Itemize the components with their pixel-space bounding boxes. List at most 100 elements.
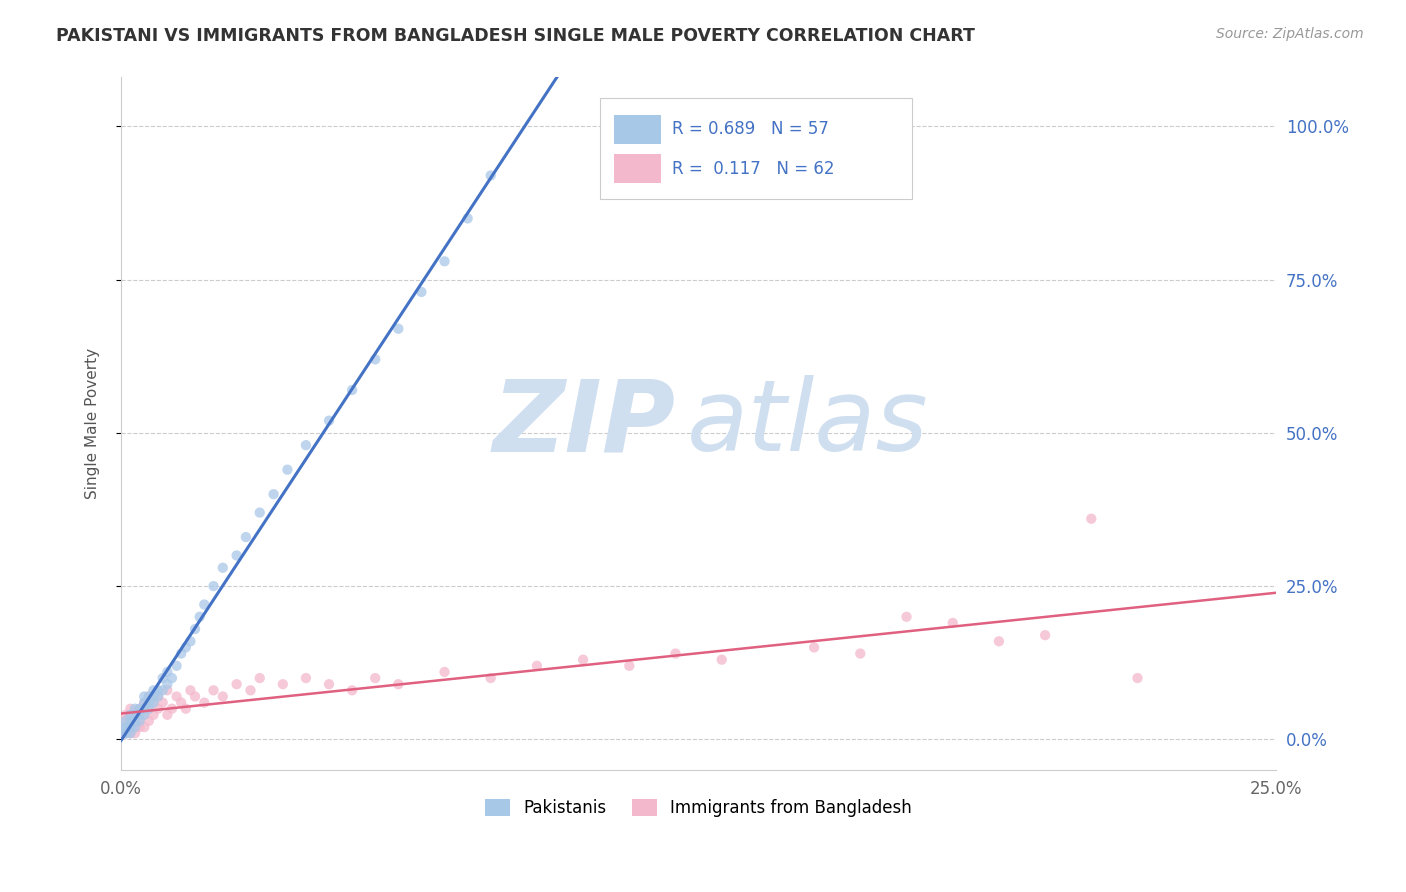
Point [128,714,150,728]
Point [120,720,142,734]
Point [124,702,146,716]
Point [120,726,142,740]
Point [188,609,211,624]
Point [124,720,146,734]
Point [120,720,142,734]
Point [134,720,156,734]
Text: R =  0.117   N = 62: R = 0.117 N = 62 [672,160,835,178]
Point [142,683,165,698]
Point [124,707,146,722]
Point [134,707,156,722]
Legend: Pakistanis, Immigrants from Bangladesh: Pakistanis, Immigrants from Bangladesh [478,792,918,824]
Point [364,671,387,685]
Point [387,677,409,691]
Point [124,720,146,734]
Point [138,690,160,704]
Point [120,702,142,716]
Point [114,720,136,734]
Point [249,671,271,685]
Point [1126,671,1149,685]
Point [134,696,156,710]
Point [120,707,142,722]
Point [411,285,433,299]
Point [114,720,136,734]
Point [295,671,318,685]
Point [146,702,169,716]
Text: atlas: atlas [688,376,929,472]
Point [142,707,165,722]
Point [239,683,262,698]
Text: Source: ZipAtlas.com: Source: ZipAtlas.com [1216,27,1364,41]
Point [572,653,595,667]
Point [318,677,340,691]
FancyBboxPatch shape [600,98,912,199]
Point [340,383,363,397]
Point [174,640,197,655]
Point [114,726,136,740]
Point [142,696,165,710]
Point [619,658,641,673]
Point [142,690,165,704]
Point [146,683,169,698]
Point [803,640,825,655]
Point [142,696,165,710]
Point [193,598,215,612]
Text: ZIP: ZIP [492,376,675,472]
FancyBboxPatch shape [614,115,661,144]
Point [433,254,456,268]
FancyBboxPatch shape [614,154,661,184]
Text: PAKISTANI VS IMMIGRANTS FROM BANGLADESH SINGLE MALE POVERTY CORRELATION CHART: PAKISTANI VS IMMIGRANTS FROM BANGLADESH … [56,27,976,45]
Point [193,696,215,710]
Point [433,665,456,679]
Point [120,714,142,728]
Point [138,702,160,716]
Point [128,702,150,716]
Point [340,683,363,698]
Point [152,671,174,685]
Point [120,714,142,728]
Y-axis label: Single Male Poverty: Single Male Poverty [86,348,100,500]
Point [318,414,340,428]
Point [664,647,686,661]
Point [276,463,298,477]
Point [225,677,247,691]
Point [457,211,479,226]
Point [146,690,169,704]
Point [249,506,271,520]
Point [1033,628,1056,642]
Point [263,487,285,501]
Point [479,671,502,685]
Point [114,726,136,740]
Point [160,702,183,716]
Point [179,683,201,698]
Point [211,690,233,704]
Point [128,720,150,734]
Point [179,634,201,648]
Point [225,549,247,563]
Point [710,653,733,667]
Point [295,438,318,452]
Point [526,658,548,673]
Point [120,720,142,734]
Text: R = 0.689   N = 57: R = 0.689 N = 57 [672,120,830,138]
Point [152,696,174,710]
Point [479,169,502,183]
Point [114,707,136,722]
Point [156,677,179,691]
Point [134,707,156,722]
Point [202,579,225,593]
Point [134,690,156,704]
Point [987,634,1010,648]
Point [184,622,207,636]
Point [138,714,160,728]
Point [128,702,150,716]
Point [124,714,146,728]
Point [184,690,207,704]
Point [387,322,409,336]
Point [166,658,188,673]
Point [166,690,188,704]
Point [235,530,257,544]
Point [128,707,150,722]
Point [134,696,156,710]
Point [138,696,160,710]
